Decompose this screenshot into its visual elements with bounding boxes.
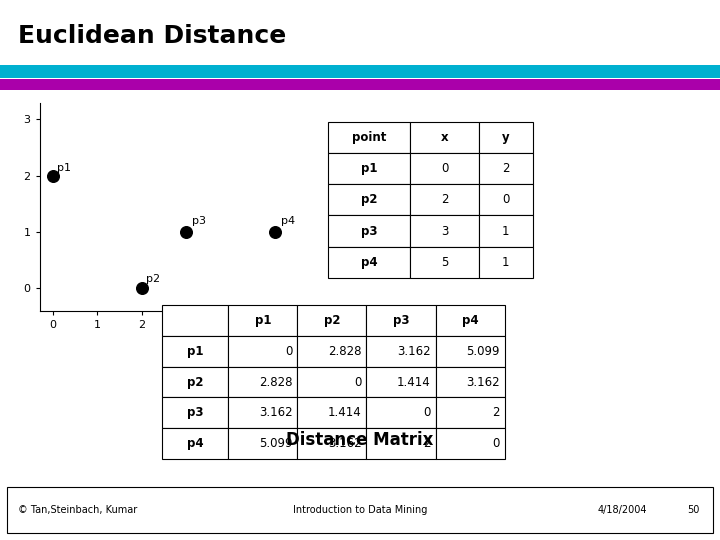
Text: 4/18/2004: 4/18/2004 — [598, 505, 647, 515]
Text: p4: p4 — [361, 256, 377, 269]
Text: 2.828: 2.828 — [328, 345, 361, 358]
Text: Introduction to Data Mining: Introduction to Data Mining — [293, 505, 427, 515]
Text: p1: p1 — [58, 163, 71, 173]
Text: Distance Matrix: Distance Matrix — [287, 431, 433, 449]
Text: x: x — [441, 131, 449, 144]
Text: 1: 1 — [502, 225, 510, 238]
Text: 2: 2 — [441, 193, 449, 206]
Text: p4: p4 — [281, 216, 294, 226]
Text: p3: p3 — [187, 406, 203, 420]
Text: p3: p3 — [393, 314, 409, 327]
Text: p1: p1 — [187, 345, 203, 358]
Text: p4: p4 — [186, 437, 204, 450]
Text: p2: p2 — [361, 193, 377, 206]
Text: 3: 3 — [441, 225, 449, 238]
Text: 0: 0 — [285, 345, 292, 358]
Text: p4: p4 — [462, 314, 479, 327]
Text: 3.162: 3.162 — [397, 345, 431, 358]
Point — [48, 171, 59, 180]
Text: 5.099: 5.099 — [466, 345, 500, 358]
Text: 0: 0 — [423, 406, 431, 420]
Point — [136, 284, 148, 292]
Text: Euclidean Distance: Euclidean Distance — [18, 24, 287, 48]
Text: y: y — [502, 131, 510, 144]
Point — [181, 227, 192, 236]
Text: p2: p2 — [324, 314, 340, 327]
Text: 1.414: 1.414 — [397, 375, 431, 389]
Text: 5.099: 5.099 — [258, 437, 292, 450]
Text: 50: 50 — [688, 505, 700, 515]
Point — [269, 227, 281, 236]
Text: 3.162: 3.162 — [466, 375, 500, 389]
Text: 0: 0 — [502, 193, 510, 206]
Text: 2: 2 — [502, 162, 510, 175]
Text: 0: 0 — [492, 437, 500, 450]
Text: 2: 2 — [423, 437, 431, 450]
Text: p1: p1 — [255, 314, 271, 327]
Text: 2.828: 2.828 — [258, 375, 292, 389]
Text: 2: 2 — [492, 406, 500, 420]
Text: 1: 1 — [502, 256, 510, 269]
Text: p3: p3 — [192, 216, 206, 226]
Text: 0: 0 — [354, 375, 361, 389]
Text: 5: 5 — [441, 256, 449, 269]
Text: 1.414: 1.414 — [328, 406, 361, 420]
Text: p2: p2 — [146, 274, 161, 284]
Text: p1: p1 — [361, 162, 377, 175]
Text: 3.162: 3.162 — [328, 437, 361, 450]
Text: p2: p2 — [187, 375, 203, 389]
Text: 3.162: 3.162 — [258, 406, 292, 420]
Text: © Tan,Steinbach, Kumar: © Tan,Steinbach, Kumar — [18, 505, 138, 515]
Text: point: point — [352, 131, 386, 144]
Text: p3: p3 — [361, 225, 377, 238]
Text: 0: 0 — [441, 162, 449, 175]
